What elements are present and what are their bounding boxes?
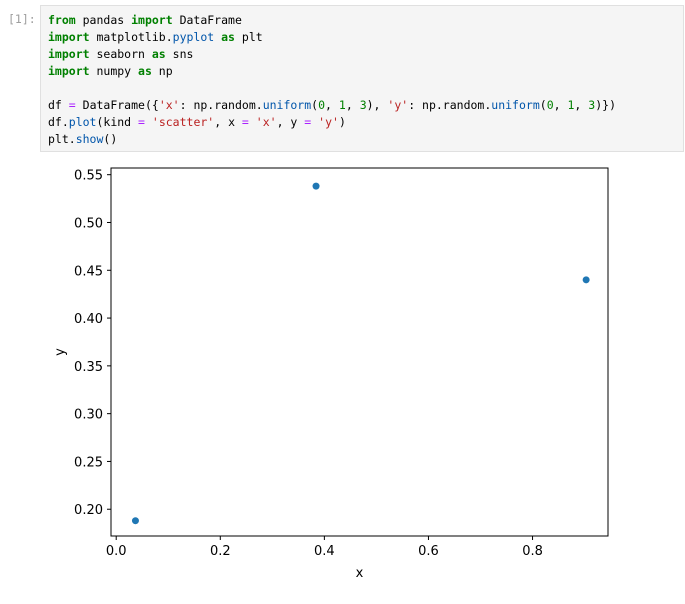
scatter-point — [131, 517, 139, 525]
code-token: , — [345, 98, 360, 112]
code-token: import — [48, 30, 90, 44]
x-tick-label: 0.8 — [522, 544, 543, 559]
code-token: sns — [165, 47, 194, 61]
code-token: seaborn — [89, 47, 152, 61]
code-line: df = DataFrame({'x': np.random.uniform(0… — [48, 97, 616, 114]
code-token: , x — [214, 115, 242, 129]
code-token: 1 — [567, 98, 575, 112]
x-tick-label: 0.4 — [314, 544, 335, 559]
code-token: DataFrame({ — [75, 98, 159, 112]
code-token: plot — [68, 115, 97, 129]
code-text[interactable]: from pandas import DataFrame import matpl… — [48, 12, 616, 148]
code-token: from — [48, 13, 76, 27]
code-token: import — [131, 13, 173, 27]
code-token: , — [553, 98, 568, 112]
code-token: : np.random. — [408, 98, 492, 112]
code-token: , y — [276, 115, 305, 129]
code-token: ), — [366, 98, 388, 112]
code-token — [249, 115, 256, 129]
scatter-point — [312, 182, 320, 190]
code-token: as — [151, 47, 166, 61]
code-token — [145, 115, 152, 129]
code-line: import matplotlib.pyplot as plt — [48, 29, 616, 46]
code-token: 'scatter' — [151, 115, 215, 129]
code-token: = — [68, 98, 76, 112]
code-token: as — [138, 64, 152, 78]
code-token: = — [304, 115, 312, 129]
y-tick-label: 0.40 — [74, 312, 103, 327]
code-line: import numpy as np — [48, 63, 616, 80]
code-token: plt. — [48, 132, 76, 146]
cell-output: 0.0 0.2 0.4 0.6 0.8 0.20 0.25 0.30 0.35 0.40 0.45 0… — [40, 158, 684, 598]
code-token: matplotlib. — [89, 30, 173, 44]
code-line — [48, 80, 616, 97]
y-tick-label: 0.55 — [74, 169, 103, 184]
code-token: pyplot — [172, 30, 215, 44]
code-token: )}) — [595, 98, 616, 112]
scatter-point — [582, 276, 590, 284]
code-line: from pandas import DataFrame — [48, 12, 616, 29]
code-token: plt — [234, 30, 263, 44]
code-token: df — [48, 98, 69, 112]
code-token: = — [138, 115, 145, 129]
code-token: 'x' — [255, 115, 277, 129]
code-editor[interactable]: from pandas import DataFrame import matpl… — [40, 5, 684, 152]
code-token: uniform — [262, 98, 312, 112]
code-token: 0 — [546, 98, 554, 112]
code-token: import — [48, 47, 90, 61]
code-token: show — [75, 132, 104, 146]
code-token: uniform — [491, 98, 540, 112]
code-token: ( — [311, 98, 319, 112]
x-axis-label: x — [356, 566, 364, 581]
code-token: 'x' — [158, 98, 180, 112]
code-token: np — [151, 64, 173, 78]
y-tick-label: 0.50 — [74, 216, 103, 231]
code-token: pandas — [75, 13, 132, 27]
plot-frame — [110, 167, 609, 537]
scatter-plot: 0.0 0.2 0.4 0.6 0.8 0.20 0.25 0.30 0.35 0.40 0.45 0… — [53, 167, 609, 581]
y-tick-label: 0.25 — [74, 455, 103, 470]
y-tick-label: 0.20 — [74, 503, 103, 518]
code-token: 3 — [359, 98, 367, 112]
cell-prompt: [1]: — [8, 12, 36, 26]
code-token: numpy — [89, 64, 139, 78]
code-token: 1 — [338, 98, 346, 112]
code-token: df. — [48, 115, 69, 129]
code-token: import — [48, 64, 90, 78]
y-axis-label: y — [53, 348, 68, 356]
code-line: plt.show() — [48, 131, 616, 148]
code-token: 'y' — [387, 98, 409, 112]
code-token: () — [103, 132, 118, 146]
code-line: df.plot(kind = 'scatter', x = 'x', y = '… — [48, 114, 616, 131]
code-line: import seaborn as sns — [48, 46, 616, 63]
code-token: 'y' — [318, 115, 339, 129]
x-tick-label: 0.2 — [210, 544, 231, 559]
code-token: (kind — [96, 115, 139, 129]
code-token: 0 — [318, 98, 326, 112]
code-token: ) — [338, 115, 346, 129]
code-token: 3 — [588, 98, 596, 112]
code-token: = — [241, 115, 249, 129]
y-tick-label: 0.35 — [74, 360, 103, 375]
code-token: DataFrame — [172, 13, 242, 27]
code-token: as — [221, 30, 235, 44]
code-token: , — [574, 98, 589, 112]
y-tick-label: 0.30 — [74, 408, 103, 423]
code-token: , — [325, 98, 339, 112]
x-tick-label: 0.0 — [106, 544, 127, 559]
y-tick-label: 0.45 — [74, 264, 103, 279]
code-token: : np.random. — [179, 98, 263, 112]
code-token: ( — [539, 98, 547, 112]
x-tick-label: 0.6 — [418, 544, 439, 559]
